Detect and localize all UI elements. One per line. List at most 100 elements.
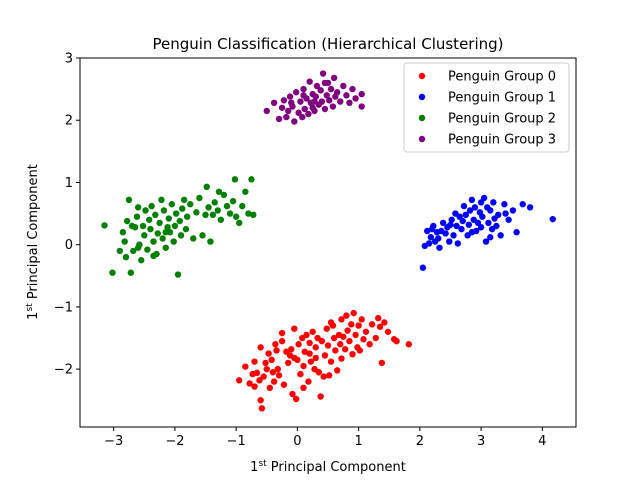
group-0-point [246, 380, 253, 387]
y-tick-label: 1 [65, 176, 73, 191]
group-0-point [260, 373, 267, 380]
group-3-point [297, 98, 304, 105]
group-0-point [368, 321, 376, 328]
group-1-point [479, 213, 486, 220]
legend-box [403, 62, 570, 153]
group-3-point [346, 99, 353, 107]
group-2-point [109, 269, 116, 276]
group-0-point [258, 405, 266, 412]
group-1-point [448, 216, 455, 223]
group-0-point [268, 356, 275, 363]
group-2-point [125, 196, 133, 204]
group-2-point [168, 201, 176, 208]
group-1-point [453, 222, 460, 230]
group-1-point [459, 217, 466, 225]
group-3-point [321, 105, 329, 113]
group-2-point [122, 253, 130, 261]
group-2-point [162, 244, 169, 251]
points-layer [101, 70, 556, 412]
group-2-point [231, 176, 239, 183]
group-2-point [159, 235, 166, 242]
group-3-point [330, 74, 338, 82]
group-3-point [329, 103, 337, 110]
group-1-point [485, 219, 492, 227]
group-1-point [477, 199, 485, 206]
group-3-point [288, 99, 295, 107]
group-0-point [301, 348, 308, 355]
group-2-point [172, 210, 180, 217]
group-3-point [283, 113, 290, 121]
group-2-point [142, 207, 149, 214]
legend-marker [418, 135, 426, 143]
y-axis-label-text: Principal Component [26, 164, 41, 303]
group-1-point [436, 244, 443, 251]
group-0-point [257, 344, 264, 351]
group-2-point [207, 238, 214, 245]
group-0-point [309, 328, 316, 335]
group-3-point [312, 93, 319, 100]
group-2-point [214, 207, 221, 214]
group-1-point [509, 207, 517, 214]
group-0-point [317, 393, 324, 400]
group-0-point [266, 384, 274, 391]
group-3-point [300, 85, 307, 93]
group-0-point [346, 337, 353, 345]
group-2-point [130, 247, 137, 255]
group-2-point [177, 232, 185, 239]
group-0-point [376, 323, 384, 331]
group-1-point [425, 240, 433, 247]
group-2-point [182, 225, 190, 233]
group-3-point [318, 98, 326, 105]
group-0-point [320, 373, 327, 380]
group-0-point [297, 370, 304, 378]
group-0-point [236, 377, 243, 384]
group-1-point [471, 204, 479, 211]
x-tick-label: −3 [104, 434, 123, 449]
group-2-point [226, 210, 234, 217]
group-0-point [306, 339, 313, 347]
y-axis-label-number: 1 [26, 312, 41, 320]
group-3-point [313, 82, 321, 90]
group-2-point [150, 238, 157, 245]
group-3-point [306, 78, 313, 85]
group-2-point [236, 219, 243, 227]
group-2-point [250, 211, 257, 219]
x-tick-label: 4 [538, 434, 546, 449]
group-0-point [256, 377, 263, 384]
group-0-point [292, 395, 300, 403]
group-2-point [128, 222, 136, 230]
group-3-point [270, 99, 278, 107]
group-1-point [501, 201, 508, 208]
group-1-point [487, 207, 494, 214]
legend-label: Penguin Group 0 [448, 70, 556, 85]
y-axis-ticks: −2 −1 0 1 2 3 [54, 52, 80, 378]
group-2-point [199, 232, 206, 239]
group-2-point [101, 222, 108, 229]
group-1-point [468, 229, 476, 236]
group-0-point [321, 352, 329, 359]
group-0-point [349, 351, 356, 358]
group-3-point [323, 92, 330, 99]
group-1-point [427, 234, 435, 241]
group-0-point [275, 372, 283, 379]
group-0-point [265, 350, 272, 357]
group-2-point [139, 222, 147, 230]
group-3-point [286, 93, 294, 100]
group-0-point [362, 328, 370, 335]
group-0-point [344, 327, 351, 334]
legend-label: Penguin Group 2 [448, 112, 556, 127]
group-3-point [275, 115, 283, 123]
group-0-point [305, 378, 312, 385]
group-0-point [280, 381, 288, 388]
x-axis-label-text: Principal Component [267, 460, 406, 475]
group-0-point [312, 354, 319, 362]
group-0-point [306, 350, 313, 357]
group-2-point [223, 202, 231, 210]
group-2-point [179, 205, 186, 212]
group-1-point [462, 211, 469, 219]
group-0-point [324, 342, 332, 349]
x-axis-label-number: 1 [250, 460, 258, 475]
group-3-point [321, 79, 329, 87]
group-1-point [442, 230, 449, 237]
group-3-point [343, 92, 350, 99]
